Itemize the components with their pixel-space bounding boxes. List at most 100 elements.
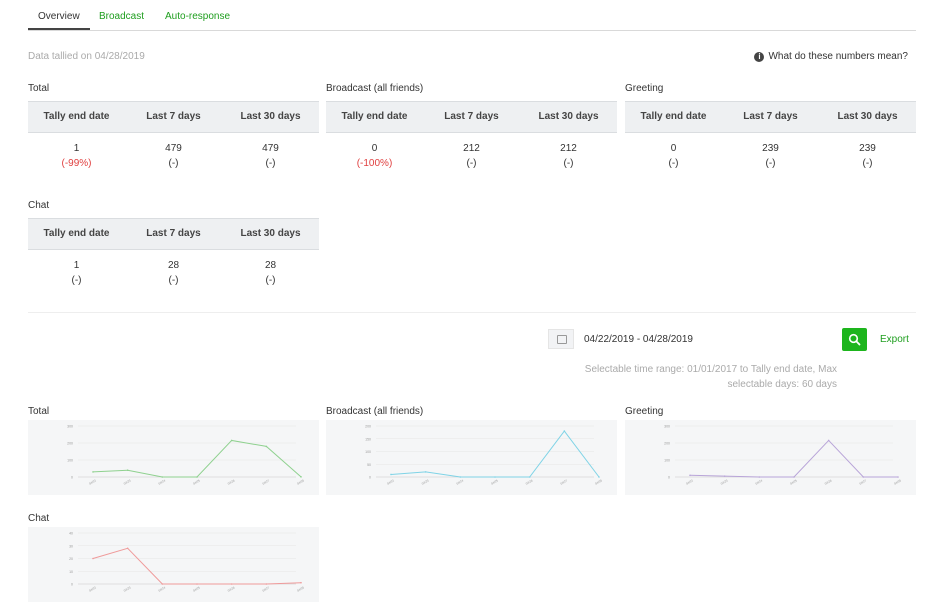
range-note: Selectable time range: 01/01/2017 to Tal… (537, 362, 837, 392)
stat-header-row: Tally end date Last 7 days Last 30 days (28, 218, 319, 250)
chart-total: Total 0 100 200 300 04/22 04/23 04/24 04/25 04/2… (28, 406, 319, 495)
series-line (92, 439, 302, 478)
tab-broadcast[interactable]: Broadcast (99, 11, 145, 22)
data-point (300, 581, 302, 584)
data-point (265, 445, 268, 448)
stat-change: (-100%) (356, 158, 393, 169)
x-tick-label: 04/26 (824, 478, 833, 485)
x-tick-label: 04/23 (421, 478, 430, 485)
series-line (390, 430, 600, 478)
stat-values-row: 1 (-99%) 479 (-) 479 (-) (28, 141, 319, 171)
y-tick-label: 30 (69, 544, 73, 548)
x-tick-label: 04/23 (123, 478, 132, 485)
y-tick-label: 100 (67, 459, 73, 463)
x-tick-label: 04/26 (227, 585, 236, 592)
stat-change: (-) (563, 158, 574, 169)
stat-title: Broadcast (all friends) (326, 83, 424, 94)
y-tick-label: 0 (71, 583, 73, 587)
data-point (196, 583, 198, 585)
chart-greeting: Greeting 0 100 200 300 04/22 04/23 04/24 04/25 0… (625, 406, 916, 495)
col-last-7-days: Last 7 days (743, 111, 798, 122)
x-tick-label: 04/28 (296, 585, 305, 592)
series-line (689, 439, 898, 478)
chart-svg: 0 10 20 30 40 04/22 04/23 04/24 04/25 04/26 04/27 0… (69, 532, 305, 593)
data-point (161, 476, 164, 478)
stat-change: (-) (765, 158, 776, 169)
data-point (92, 557, 94, 560)
stat-change: (-) (466, 158, 477, 169)
x-tick-label: 04/25 (789, 478, 798, 485)
data-point (126, 547, 129, 550)
stat-change: (-) (668, 158, 679, 169)
tally-date-text: Data tallied on 04/28/2019 (28, 51, 145, 62)
stat-value: 212 (560, 143, 577, 154)
help-link[interactable]: i What do these numbers mean? (754, 51, 908, 62)
stat-header-row: Tally end date Last 7 days Last 30 days (625, 101, 916, 133)
stat-value: 0 (371, 143, 378, 154)
tab-bar: Overview Broadcast Auto-response (28, 0, 916, 31)
stat-change: (-) (862, 158, 873, 169)
data-point (563, 430, 566, 432)
tab-auto-response[interactable]: Auto-response (165, 11, 231, 22)
chart-svg: 0 50 100 150 200 04/22 04/23 04/24 04/25 04/26 04/… (365, 425, 603, 486)
y-tick-label: 50 (367, 463, 371, 467)
chart-svg: 0 100 200 300 04/22 04/23 04/24 04/25 04/26 04/27… (664, 425, 902, 486)
stat-title: Greeting (625, 83, 664, 94)
data-point (793, 476, 795, 478)
stat-value: 239 (762, 143, 779, 154)
export-link[interactable]: Export (880, 334, 909, 345)
stat-header-row: Tally end date Last 7 days Last 30 days (28, 101, 319, 133)
tab-overview[interactable]: Overview (38, 11, 80, 22)
stat-change: (-) (265, 158, 276, 169)
data-point (196, 476, 198, 478)
x-tick-label: 04/25 (192, 478, 201, 485)
stat-chat: Chat Tally end date Last 7 days Last 30 … (28, 200, 319, 288)
y-tick-label: 200 (365, 425, 371, 429)
x-tick-label: 04/28 (893, 478, 902, 485)
data-point (230, 439, 233, 442)
data-point (494, 476, 496, 478)
stat-title: Total (28, 83, 50, 94)
stat-value: 28 (167, 260, 180, 271)
x-tick-label: 04/26 (227, 478, 236, 485)
y-tick-label: 200 (67, 442, 73, 446)
col-last-7-days: Last 7 days (146, 228, 201, 239)
col-last-30-days: Last 30 days (240, 111, 301, 122)
y-tick-label: 200 (664, 442, 670, 446)
y-tick-label: 0 (369, 476, 371, 480)
col-last-7-days: Last 7 days (444, 111, 499, 122)
stat-total: Total Tally end date Last 7 days Last 30… (28, 83, 319, 171)
stat-change: (-) (265, 275, 276, 286)
x-tick-label: 04/22 (88, 585, 97, 592)
y-tick-label: 10 (69, 570, 73, 574)
y-tick-label: 100 (664, 459, 670, 463)
date-range-value[interactable]: 04/22/2019 - 04/28/2019 (584, 333, 693, 345)
x-tick-label: 04/24 (158, 478, 167, 485)
search-button[interactable] (842, 328, 867, 351)
chart-title: Broadcast (all friends) (326, 406, 424, 417)
calendar-icon[interactable] (548, 329, 574, 349)
col-tally-end-date: Tally end date (640, 111, 707, 122)
col-tally-end-date: Tally end date (341, 111, 408, 122)
x-tick-label: 04/23 (720, 478, 729, 485)
chart-title: Total (28, 406, 50, 417)
col-last-7-days: Last 7 days (146, 111, 201, 122)
col-last-30-days: Last 30 days (240, 228, 301, 239)
col-last-30-days: Last 30 days (837, 111, 898, 122)
chart-title: Chat (28, 513, 50, 524)
data-point (161, 583, 164, 585)
stat-value: 479 (262, 143, 279, 154)
stat-header-row: Tally end date Last 7 days Last 30 days (326, 101, 617, 133)
help-link-label: What do these numbers mean? (768, 51, 908, 62)
x-tick-label: 04/25 (192, 585, 201, 592)
data-point (862, 476, 865, 478)
stat-value: 479 (165, 143, 182, 154)
data-point (758, 476, 761, 478)
series-line (92, 547, 302, 585)
data-point (459, 476, 462, 478)
chart-title: Greeting (625, 406, 664, 417)
y-tick-label: 40 (69, 532, 73, 536)
date-range-picker[interactable]: 04/22/2019 - 04/28/2019 (548, 329, 833, 349)
data-point (827, 439, 830, 442)
active-tab-indicator (28, 28, 90, 30)
